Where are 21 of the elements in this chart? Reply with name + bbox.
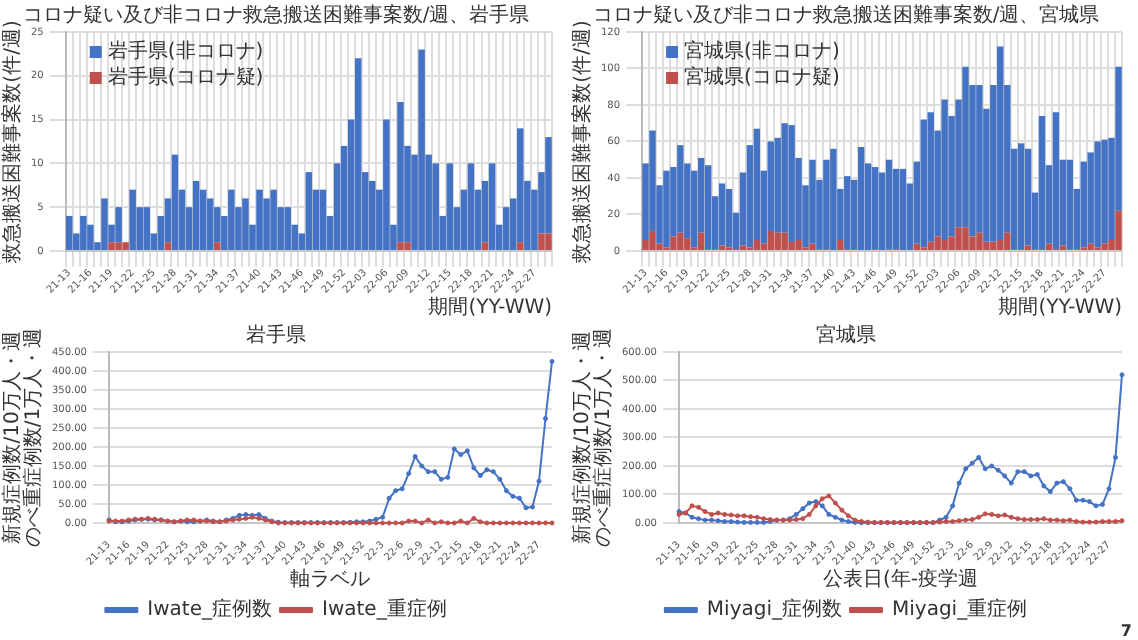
chart-title: コロナ疑い及び非コロナ救急搬送困難事案数/週、岩手県 <box>22 3 530 28</box>
x-axis-title: 軸ラベル <box>290 567 371 592</box>
legend-label: Iwate_症例数 <box>147 597 273 622</box>
y-axis-title: 救急搬送困難事案数(件/週) <box>569 20 594 265</box>
chart-title: コロナ疑い及び非コロナ救急搬送困難事案数/週、宮城県 <box>592 3 1100 28</box>
x-axis-title: 期間(YY-WW) <box>998 295 1123 320</box>
chart-title: 宮城県 <box>816 323 876 348</box>
chart-title: 岩手県 <box>246 323 306 348</box>
legend-label: 岩手県(非コロナ) <box>107 39 264 64</box>
text: 7 <box>1120 622 1132 640</box>
x-axis-title: 公表日(年-疫学週 <box>822 567 979 592</box>
legend-label: Iwate_重症例 <box>322 597 447 622</box>
y-axis-title: 新規症例数/10万人・週のべ重症例数/1万人・週 <box>569 327 615 548</box>
legend-label: Miyagi_重症例 <box>892 597 1028 622</box>
legend-label: Miyagi_症例数 <box>706 597 842 622</box>
legend-label: 宮城県(非コロナ) <box>684 39 840 64</box>
legend-label: 岩手県(コロナ疑) <box>107 65 264 90</box>
y-axis-title: 新規症例数/10万人・週のべ重症例数/1万人・週 <box>0 327 45 548</box>
y-axis-title: 救急搬送困難事案数(件/週) <box>0 20 24 265</box>
x-axis-title: 期間(YY-WW) <box>428 295 553 320</box>
legend-label: 宮城県(コロナ疑) <box>684 65 840 90</box>
